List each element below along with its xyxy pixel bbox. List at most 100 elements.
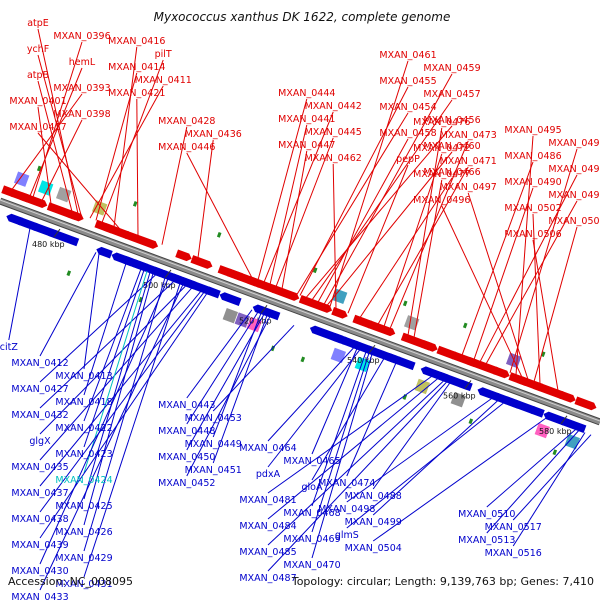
rna-mark — [66, 270, 72, 277]
gene-label: MXAN_0470 — [283, 560, 340, 571]
gene-leader-line — [39, 287, 193, 461]
rna-mark — [552, 449, 558, 456]
gene-leader-line — [296, 112, 409, 295]
rna-mark — [402, 300, 408, 307]
gene-label: MXAN_0445 — [305, 127, 362, 138]
gene-block — [414, 378, 431, 395]
gene-leader-line — [532, 239, 559, 391]
gene-label: MXAN_0396 — [53, 31, 110, 42]
backbone — [0, 198, 600, 425]
gene-leader-line — [83, 253, 100, 370]
gene-leader-line — [533, 226, 578, 382]
gene-label: MXAN_0433 — [11, 592, 68, 600]
gene-leader-line — [267, 377, 439, 520]
scale-tick-label: 560 kbp — [443, 391, 476, 400]
gene-label: MXAN_0413 — [55, 371, 112, 382]
gene-arrow — [558, 417, 587, 434]
gene-leader-line — [83, 272, 151, 500]
gene-arrow — [331, 306, 348, 319]
gene-arrow — [252, 304, 281, 321]
gene-label: MXAN_0466 — [423, 167, 480, 178]
gene-leader-line — [269, 124, 308, 285]
gene-block — [564, 433, 581, 450]
gene-label: MXAN_0436 — [185, 129, 242, 140]
gene-label: MXAN_0460 — [423, 141, 480, 152]
gene-label: pepP — [396, 154, 420, 165]
scale-tick — [53, 228, 61, 238]
gene-leader-line — [83, 269, 145, 448]
gene-leader-line — [347, 164, 409, 314]
gene-arrow — [493, 366, 510, 379]
gene-label: MXAN_0448 — [158, 426, 215, 437]
scale-tick — [560, 415, 568, 425]
gene-label: MXAN_0471 — [440, 156, 497, 167]
gene-arrow — [421, 340, 438, 352]
gene-label: MXAN_0513 — [458, 535, 515, 546]
gene-label: MXAN_0432 — [11, 410, 68, 421]
genome-summary-text: Topology: circular; Length: 9,139,763 bp… — [291, 575, 594, 588]
gene-leader-line — [275, 137, 334, 287]
gene-leader-line — [377, 166, 469, 325]
gene-leader-line — [39, 291, 205, 513]
gene-label: MXAN_0477 — [413, 169, 470, 180]
gene-label: pilT — [155, 49, 172, 60]
gene-leader-line — [486, 428, 577, 508]
gene-label: MXAN_0442 — [305, 101, 362, 112]
gene-label: MXAN_0438 — [11, 514, 68, 525]
gene-leader-line — [136, 98, 139, 236]
gene-label: MXAN_0495 — [504, 125, 561, 136]
gene-leader-line — [186, 309, 253, 399]
gene-leader-line — [479, 174, 578, 363]
gene-label: MXAN_0486 — [504, 151, 561, 162]
gene-leader-line — [372, 417, 547, 542]
gene-arrow — [456, 379, 473, 392]
gene-leader-line — [39, 278, 169, 565]
gene-leader-line — [83, 283, 181, 578]
bottom-leader-lines — [8, 227, 592, 591]
gene-label: MXAN_0461 — [379, 50, 436, 61]
gene-leader-line — [113, 46, 138, 228]
gene-leader-line — [83, 263, 127, 396]
gene-leader-line — [83, 273, 154, 526]
map-title: Myxococcus xanthus DK 1622, complete gen… — [154, 10, 451, 24]
gene-label: MXAN_0465 — [283, 456, 340, 467]
gene-block — [222, 307, 239, 324]
gene-label: MXAN_0430 — [11, 566, 68, 577]
gene-arrow — [219, 292, 242, 307]
gene-leader-line — [486, 429, 580, 534]
gene-leader-line — [37, 28, 79, 214]
gene-label: MXAN_0443 — [158, 400, 215, 411]
gene-leader-line — [512, 432, 586, 547]
gene-label: MXAN_0491 — [548, 164, 600, 175]
gene-leader-line — [37, 132, 121, 230]
gene-leader-line — [311, 353, 373, 559]
gene-label: MXAN_0485 — [239, 547, 296, 558]
gene-leader-line — [267, 381, 448, 572]
gene-label: MXAN_0416 — [108, 36, 165, 47]
gene-label: MXAN_0496 — [413, 195, 470, 206]
gene-leader-line — [39, 285, 187, 435]
gene-block — [55, 186, 72, 203]
gene-arrow — [175, 249, 192, 262]
gene-label: gloA — [302, 482, 323, 493]
accession-text: Accession: NC_008095 — [8, 575, 133, 588]
gene-leader-line — [186, 313, 265, 451]
gene-label: MXAN_0457 — [423, 89, 480, 100]
gene-label: MXAN_0455 — [379, 76, 436, 87]
gene-label: MXAN_0504 — [345, 543, 402, 554]
rna-mark — [402, 394, 408, 400]
rna-mark — [216, 231, 222, 238]
gene-arrow — [67, 209, 84, 222]
gene-label: MXAN_0488 — [345, 491, 402, 502]
gene-leader-line — [305, 125, 453, 299]
gene-arrow — [103, 223, 132, 239]
top-leader-lines — [11, 28, 578, 391]
gene-leader-line — [317, 138, 409, 303]
gene-label: MXAN_0431 — [55, 579, 112, 590]
gene-label: MXAN_0449 — [185, 439, 242, 450]
gene-arrow — [96, 246, 113, 259]
scale-tick — [164, 269, 172, 279]
gene-label: MXAN_0422 — [55, 423, 112, 434]
gene-label: MXAN_0473 — [440, 130, 497, 141]
gene-label: MXAN_0444 — [278, 88, 335, 99]
